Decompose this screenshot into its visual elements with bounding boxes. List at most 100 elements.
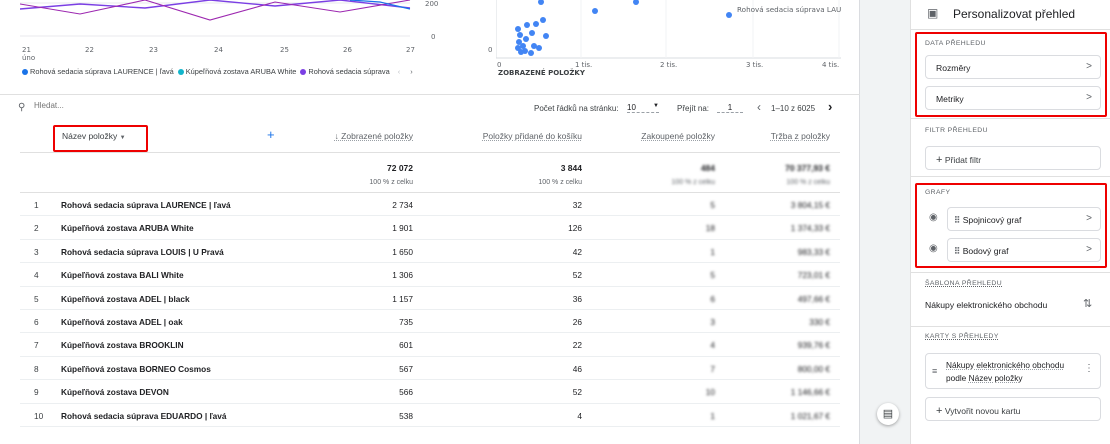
goto-label: Přejít na: [677,104,710,113]
dimension-header[interactable]: Název položky ▼ [62,131,126,141]
col-header-bought[interactable]: Zakoupené položky [641,131,715,141]
next-page-button[interactable]: › [828,99,833,114]
dimensions-button[interactable]: Rozměry > [925,55,1101,79]
goto-input[interactable]: 1 [717,103,743,113]
revenue-value: 497,66 € [797,293,830,304]
table-row[interactable]: 4 Kúpeľňová zostava BALI White 1 306 52 5 723… [20,263,840,287]
table-toolbar: ⚲ Počet řádků na stránku: 10▼ Přejít na:… [18,99,850,119]
total-bought-pct: 100 % z celku [671,179,715,186]
bought-value: 6 [710,293,715,304]
customize-icon: ▣ [927,6,939,20]
report-card-item[interactable]: ≡ Nákupy elektronického obchodu podle Ná… [925,353,1101,389]
cart-value: 126 [568,223,582,234]
cart-value: 52 [572,387,582,398]
legend-next-button[interactable]: › [410,67,413,76]
row-number: 5 [34,293,39,304]
divider [911,29,1110,30]
revenue-value: 330 € [809,316,830,327]
revenue-value: 983,33 € [797,246,830,257]
cart-value: 4 [577,410,582,421]
legend-prev-button[interactable]: ‹ [397,67,401,76]
table-row[interactable]: 3 Rohová sedacia súprava LOUIS | U Pravá 1… [20,240,840,264]
add-filter-button[interactable]: + Přidat filtr [925,146,1101,170]
scatter-x-tick: 3 tis. [746,61,764,69]
row-number: 7 [34,340,39,351]
table-header: Název položky ▼ + ↓ Zobrazené položky Po… [20,121,840,153]
scatter-annotation: Rohová sedacia súprava LAU [737,5,842,14]
col-header-cart[interactable]: Položky přidané do košíku [482,131,582,141]
template-name: Nákupy elektronického obchodu [925,300,1048,310]
divider [911,326,1110,327]
scatter-chart [496,0,841,59]
row-number: 8 [34,363,39,374]
data-table: Název položky ▼ + ↓ Zobrazené položky Po… [20,121,840,427]
plus-icon: + [936,154,943,166]
search-icon: ⚲ [18,102,26,113]
x-tick: 24 [214,46,223,54]
views-value: 1 650 [392,246,413,257]
bought-value: 1 [710,410,715,421]
section-label: DATA PŘEHLEDU [925,40,986,47]
add-dimension-icon[interactable]: + [267,127,275,142]
views-value: 2 734 [392,200,413,210]
list-icon: ≡ [932,366,938,376]
x-tick: 25 [280,46,289,54]
prev-page-button[interactable]: ‹ [757,100,761,114]
line-chart-button[interactable]: ⠿ Spojnicový graf > [947,207,1101,231]
revenue-value: 723,01 € [797,270,830,281]
legend-item-1[interactable]: Rohová sedacia súprava LAURENCE | ľavá [22,67,174,76]
cart-value: 52 [572,270,582,281]
cart-value: 46 [572,363,582,374]
rows-per-page-select[interactable]: 10 ▼ [627,103,659,113]
metrics-button[interactable]: Metriky > [925,86,1101,110]
scatter-chart-button[interactable]: ⠿ Bodový graf > [947,238,1101,262]
table-row[interactable]: 8 Kúpeľňová zostava BORNEO Cosmos 567 46 7 80… [20,357,840,381]
section-label: FILTR PŘEHLEDU [925,127,988,134]
col-header-views[interactable]: ↓ Zobrazené položky [334,131,413,141]
bought-value: 18 [705,223,715,234]
more-vert-icon[interactable]: ⋮ [1084,363,1094,374]
create-card-button[interactable]: + Vytvořit novou kartu [925,397,1101,421]
total-views: 72 072 [387,163,413,173]
item-name: Rohová sedacia súprava LAURENCE | ľavá [61,200,231,210]
divider [0,94,860,95]
drag-handle-icon[interactable]: ⠿ [954,246,961,256]
swap-template-icon[interactable]: ⇅ [1083,298,1093,310]
legend-dot-icon [22,69,28,76]
dropdown-arrow-icon: ▼ [119,135,126,141]
divider [911,272,1110,273]
table-row[interactable]: 5 Kúpeľňová zostava ADEL | black 1 157 36 6 4… [20,287,840,310]
scatter-x-tick: 1 tis. [575,61,593,69]
table-row[interactable]: 10 Rohová sedacia súprava EDUARDO | ľavá 5… [20,404,840,427]
item-name: Kúpeľňová zostava ADEL | black [61,293,190,304]
total-bought: 484 [700,163,715,173]
total-views-pct: 100 % z celku [369,179,413,186]
table-row[interactable]: 1 Rohová sedacia súprava LAURENCE | ľavá 2… [20,193,840,217]
table-row[interactable]: 9 Kúpeľňová zostava DEVON 566 52 10 1 146,66 … [20,380,840,404]
chevron-right-icon: > [1086,213,1092,224]
legend-item-3[interactable]: Rohová sedacia súprava [300,67,390,76]
eye-icon[interactable]: ◉ [929,212,938,223]
revenue-value: 800,00 € [797,363,830,374]
eye-icon[interactable]: ◉ [929,243,938,254]
table-row[interactable]: 6 Kúpeľňová zostava ADEL | oak 735 26 3 330 € [20,310,840,334]
card-title-line1: Nákupy elektronického obchodu [946,360,1065,370]
views-value: 735 [399,316,413,327]
views-value: 601 [399,340,413,351]
y-tick-200: 200 [425,0,439,8]
table-row[interactable]: 2 Kúpeľňová zostava ARUBA White 1 901 126 18… [20,216,840,240]
chevron-right-icon: > [1086,92,1092,103]
scatter-x-tick: 4 tis. [822,61,840,69]
customize-panel: ▣ Personalizovat přehled DATA PŘEHLEDU R… [910,0,1110,444]
table-row[interactable]: 7 Kúpeľňová zostava BROOKLIN 601 22 4 939,76 … [20,333,840,357]
item-name: Kúpeľňová zostava DEVON [61,387,169,398]
total-revenue: 70 377,93 € [785,163,830,173]
views-value: 1 306 [392,270,413,281]
item-name: Rohová sedacia súprava EDUARDO | ľavá [61,410,227,421]
search-input[interactable] [34,101,194,110]
drag-handle-icon[interactable]: ⠿ [954,215,961,225]
revenue-value: 1 146,66 € [790,387,830,398]
col-header-revenue[interactable]: Tržba z položky [770,131,830,141]
legend-item-2[interactable]: Kúpeľňová zostava ARUBA White [177,67,296,76]
feedback-icon[interactable]: ▤ [877,403,899,425]
